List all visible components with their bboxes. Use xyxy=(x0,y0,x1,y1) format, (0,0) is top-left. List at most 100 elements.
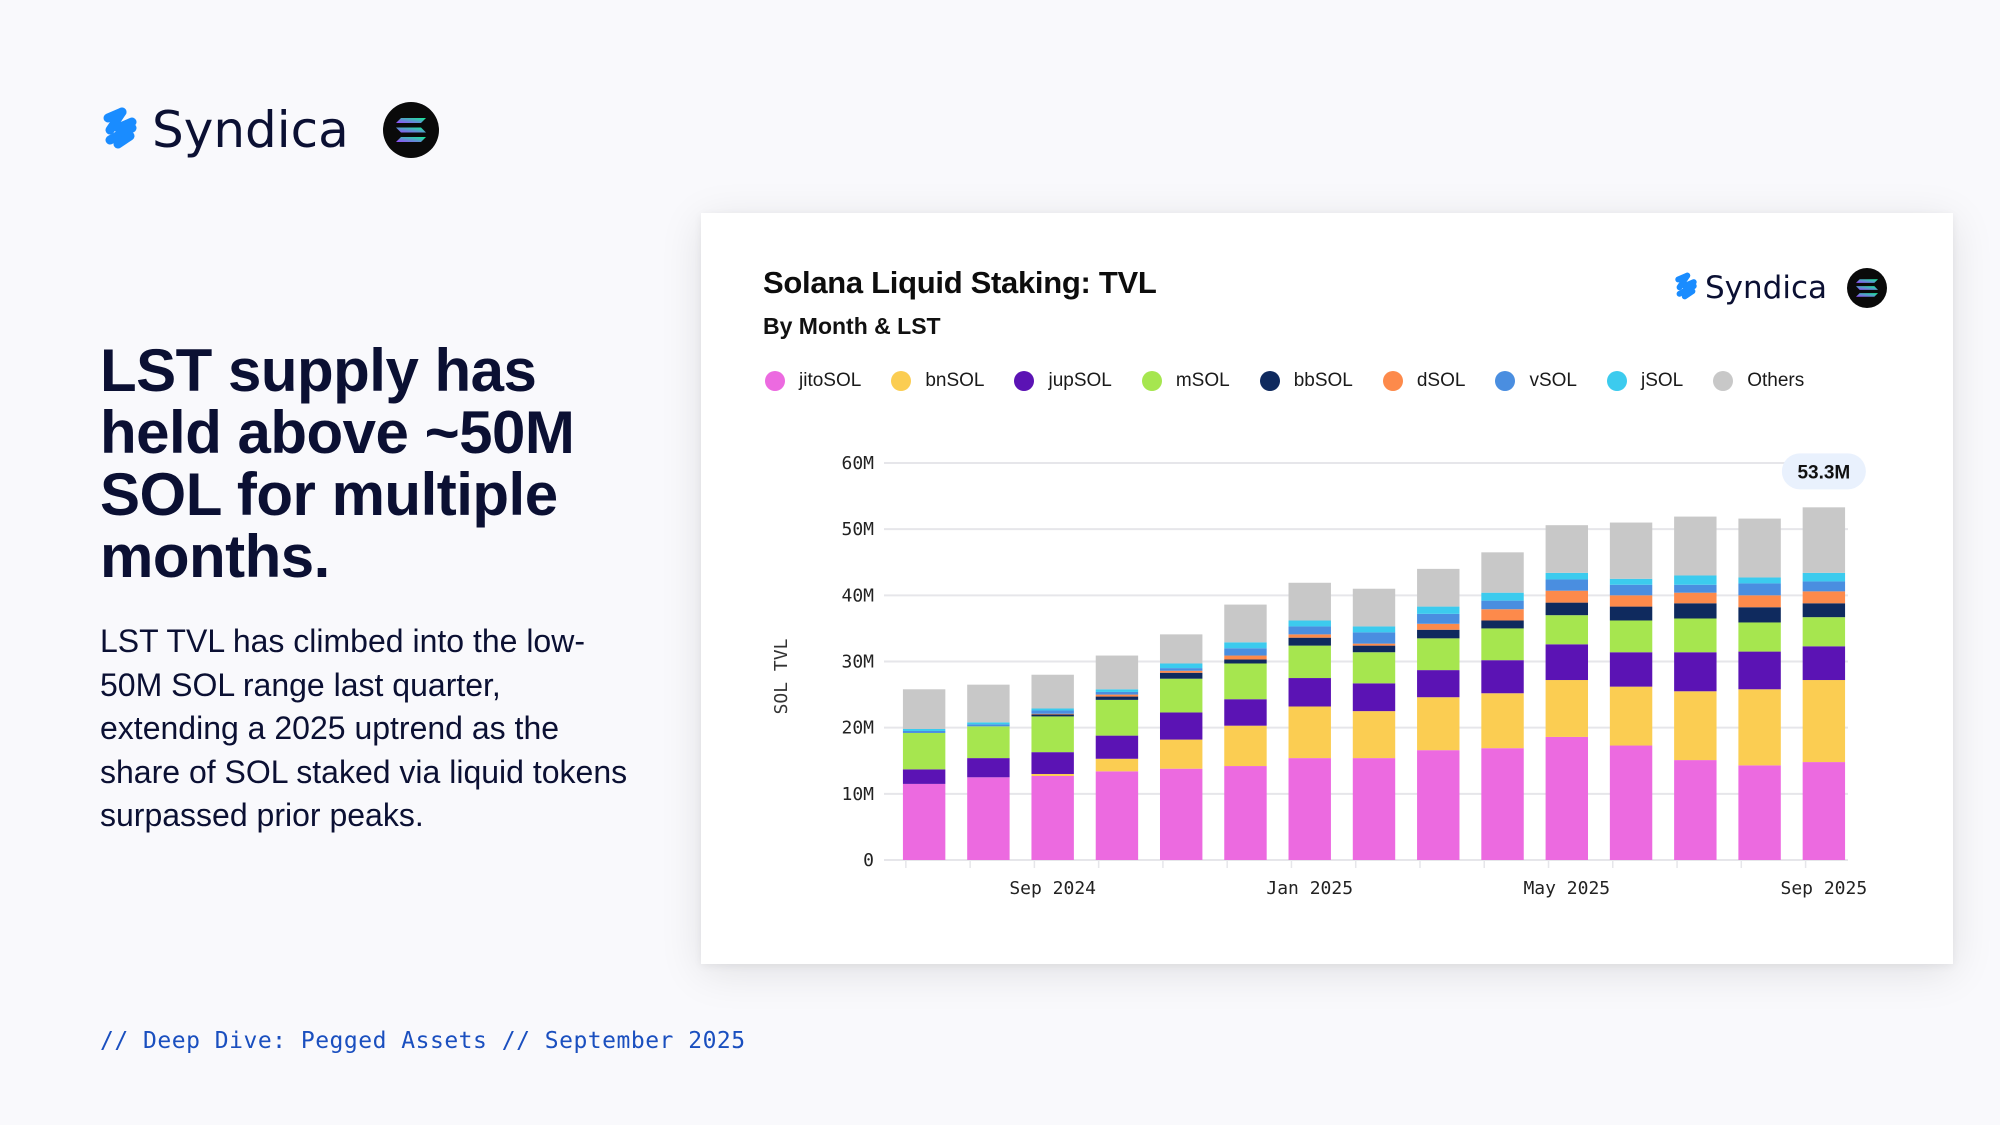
legend-item-jupsol[interactable]: jupSOL xyxy=(1014,370,1112,392)
legend-swatch xyxy=(1382,371,1403,391)
bar-segment-jitosol xyxy=(1417,750,1460,860)
legend-item-bnsol[interactable]: bnSOL xyxy=(891,370,984,392)
legend-item-bbsol[interactable]: bbSOL xyxy=(1259,370,1353,392)
bar-segment-others xyxy=(1802,507,1846,573)
x-tick-label: Sep 2024 xyxy=(1009,878,1096,899)
legend-item-jitosol[interactable]: jitoSOL xyxy=(765,370,861,392)
syndica-brand: Syndica xyxy=(100,100,439,160)
bar-segment-bbsol xyxy=(1802,603,1846,618)
bar-segment-jitosol xyxy=(1674,760,1717,860)
bar-segment-vsol xyxy=(1609,584,1653,596)
bar-segment-dsol xyxy=(1288,634,1331,638)
bar-segment-msol xyxy=(902,732,946,770)
bar-segment-jitosol xyxy=(1352,758,1396,860)
legend-label: vSOL xyxy=(1529,370,1577,391)
footer-note: // Deep Dive: Pegged Assets // September… xyxy=(100,1028,746,1054)
bar-segment-jsol xyxy=(1481,592,1524,601)
bar-segment-jupsol xyxy=(1545,644,1589,681)
bar-segment-bbsol xyxy=(1417,629,1460,639)
bar-segment-msol xyxy=(1481,628,1524,661)
bar-segment-others xyxy=(1674,516,1717,576)
chart-card: Solana Liquid Staking: TVL By Month & LS… xyxy=(701,213,1953,964)
bar-segment-vsol xyxy=(1288,626,1331,635)
bar-segment-dsol xyxy=(1224,655,1267,660)
y-tick-label: 20M xyxy=(841,718,874,739)
legend-label: bnSOL xyxy=(925,370,985,391)
solana-logo-icon xyxy=(382,102,439,158)
legend-swatch xyxy=(1713,371,1734,391)
bar-segment-vsol xyxy=(1802,581,1846,592)
bar-segment-jsol xyxy=(1738,577,1781,584)
bar-segment-bnsol xyxy=(1288,706,1331,759)
bar-segment-jsol xyxy=(1031,708,1074,711)
bar-segment-others xyxy=(1417,568,1460,607)
bar-segment-others xyxy=(1738,518,1781,578)
legend-swatch xyxy=(1259,371,1280,391)
legend-label: jupSOL xyxy=(1048,370,1112,391)
bar-segment-msol xyxy=(1288,645,1331,679)
bar-segment-others xyxy=(1159,634,1203,664)
legend-swatch xyxy=(765,371,785,391)
bar-segment-vsol xyxy=(1031,710,1074,714)
bar-segment-vsol xyxy=(1095,691,1139,695)
bar-segment-jsol xyxy=(1159,663,1203,669)
legend-swatch xyxy=(891,371,912,391)
legend-label: Others xyxy=(1747,370,1805,391)
annotation-pill xyxy=(1781,453,1866,490)
bar-segment-jsol xyxy=(1288,620,1331,627)
bar-segment-bnsol xyxy=(1738,689,1781,766)
bar-segment-jupsol xyxy=(902,769,946,784)
bar-segment-bnsol xyxy=(1481,693,1524,749)
bar-segment-jupsol xyxy=(1224,699,1267,726)
bar-segment-msol xyxy=(1352,652,1396,684)
bar-segment-bbsol xyxy=(1224,659,1267,664)
y-axis-title: SOL TVL xyxy=(771,638,792,714)
bar-segment-jitosol xyxy=(1288,758,1331,860)
x-tick-label: Jan 2025 xyxy=(1266,878,1353,899)
bar-segment-vsol xyxy=(1674,584,1717,593)
legend-item-others[interactable]: Others xyxy=(1713,370,1804,392)
y-tick-label: 50M xyxy=(841,519,874,540)
bar-segment-jsol xyxy=(1095,689,1139,692)
legend-item-jsol[interactable]: jSOL xyxy=(1606,370,1683,392)
body-paragraph: LST TVL has climbed into the low-50M SOL… xyxy=(100,623,628,833)
bar-segment-bbsol xyxy=(1031,714,1074,717)
bar-segment-jupsol xyxy=(1352,683,1396,712)
bar-segment-jupsol xyxy=(1159,712,1203,740)
bar-segment-jsol xyxy=(1352,626,1396,633)
bar-segment-msol xyxy=(1738,622,1781,652)
bar-segment-jupsol xyxy=(967,758,1010,778)
bar-segment-msol xyxy=(1224,663,1267,700)
bar-segment-jitosol xyxy=(1159,768,1203,860)
bar-segment-dsol xyxy=(1095,694,1139,697)
bar-segment-dsol xyxy=(1738,595,1781,608)
bar-segment-msol xyxy=(1417,638,1460,671)
bar-segment-jsol xyxy=(1417,606,1460,614)
bar-segment-msol xyxy=(967,726,1010,759)
bar-segment-jsol xyxy=(1802,572,1846,582)
bar-segment-jsol xyxy=(1545,572,1589,580)
legend-item-msol[interactable]: mSOL xyxy=(1141,370,1230,392)
bar-segment-vsol xyxy=(1738,583,1781,596)
bar-segment-jitosol xyxy=(1224,766,1267,860)
bar-segment-bbsol xyxy=(1352,645,1396,653)
bar-segment-bbsol xyxy=(1159,672,1203,679)
bar-segment-jsol xyxy=(1609,578,1653,585)
bar-segment-msol xyxy=(1159,678,1203,713)
bar-segment-bnsol xyxy=(1545,680,1589,737)
legend-item-dsol[interactable]: dSOL xyxy=(1382,370,1465,392)
card-brand: Syndica xyxy=(1673,268,1887,308)
bar-segment-others xyxy=(902,689,946,729)
legend-item-vsol[interactable]: vSOL xyxy=(1495,370,1577,392)
legend-swatch xyxy=(1495,371,1516,391)
bar-segment-jsol xyxy=(1224,642,1267,649)
legend-swatch xyxy=(1014,371,1035,391)
annotation-label: 53.3M xyxy=(1797,462,1850,483)
bar-segment-vsol xyxy=(967,724,1010,727)
bar-segment-msol xyxy=(1674,618,1717,653)
bar-segment-msol xyxy=(1095,699,1139,736)
bar-segment-bnsol xyxy=(1674,691,1717,761)
bar-segment-bbsol xyxy=(1545,602,1589,616)
bar-segment-jsol xyxy=(902,728,946,731)
bar-segment-msol xyxy=(1031,716,1074,753)
